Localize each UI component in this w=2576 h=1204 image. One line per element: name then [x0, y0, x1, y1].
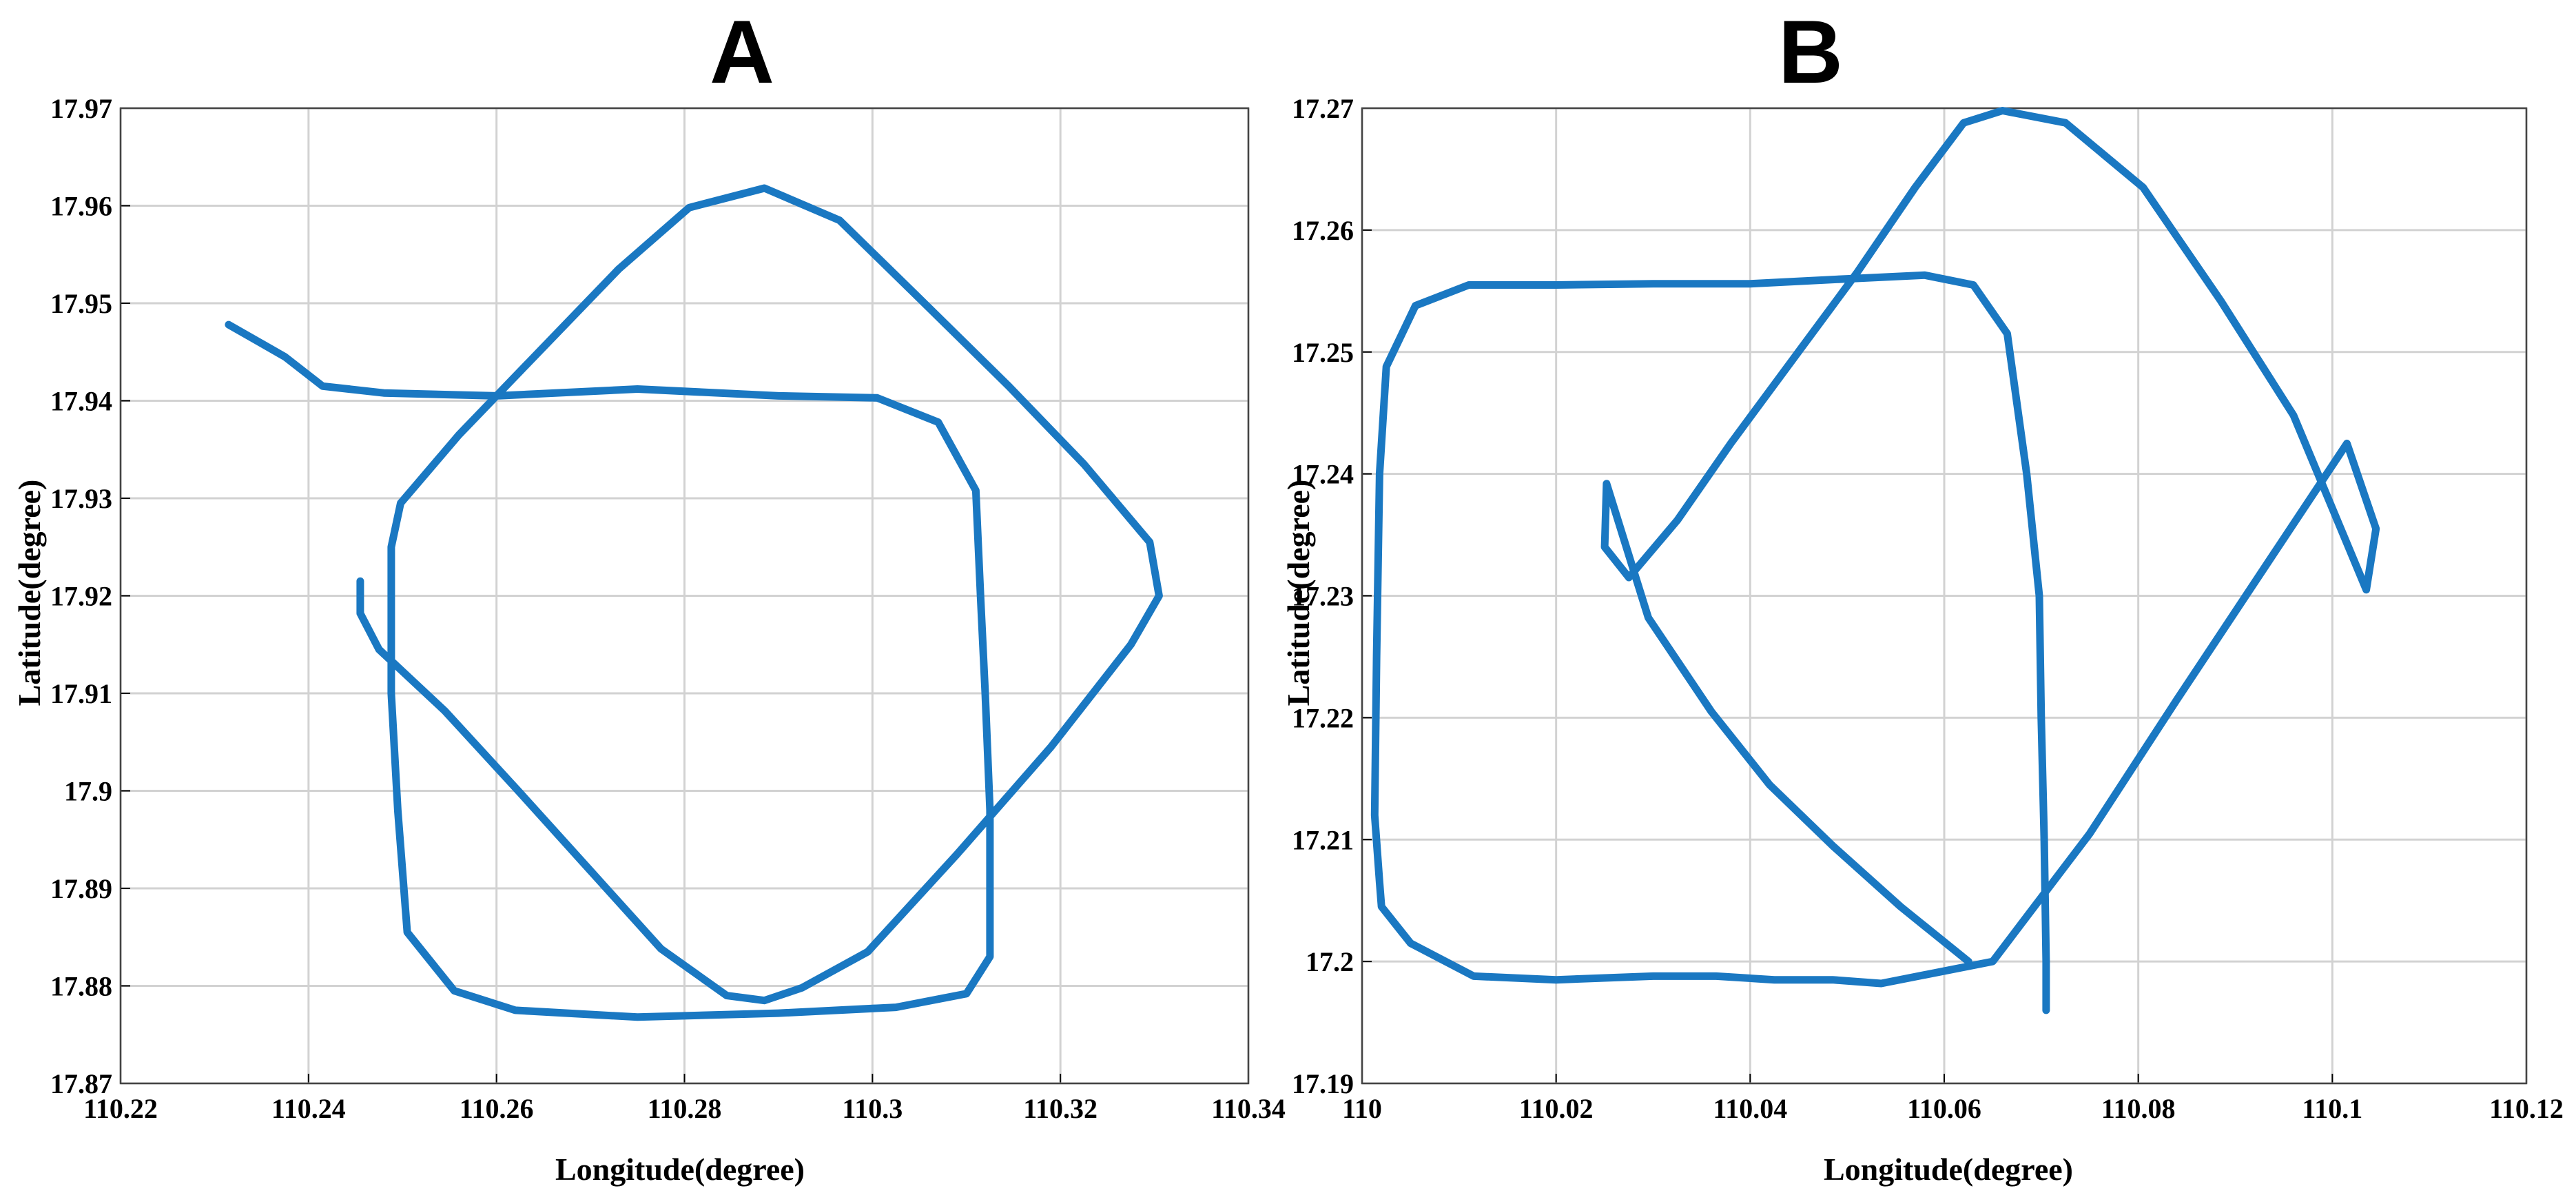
panel-b-title: B	[1778, 1, 1843, 102]
panel-b-y-tick-label: 17.25	[1292, 337, 1354, 368]
panel-a-y-tick-label: 17.9	[64, 776, 112, 807]
panel-a-y-tick-label: 17.88	[50, 971, 112, 1002]
panel-a-axes-frame	[119, 107, 1250, 1085]
panel-a-x-tick-label: 110.32	[1023, 1093, 1098, 1124]
panel-a-y-tick-label: 17.94	[50, 386, 112, 417]
panel-b-x-tick-label: 110.02	[1519, 1093, 1594, 1124]
panel-a-y-tick-label: 17.87	[50, 1068, 112, 1099]
panel-b-x-axis-label: Longitude(degree)	[1824, 1152, 2073, 1187]
panel-a-y-tick-label: 17.97	[50, 93, 112, 124]
panel-a-x-tick-label: 110.24	[271, 1093, 346, 1124]
panel-a-y-axis-label: Latitude(degree)	[12, 480, 47, 706]
panel-b-y-tick-label: 17.24	[1292, 459, 1354, 490]
panel-a-title: A	[710, 1, 774, 102]
panel-b-y-tick-label: 17.26	[1292, 215, 1354, 246]
panel-a-x-tick-label: 110.28	[648, 1093, 722, 1124]
panel-b-x-tick-label: 110.04	[1713, 1093, 1787, 1124]
panel-a-y-tick-label: 17.92	[50, 581, 112, 612]
panel-a-y-tick-label: 17.93	[50, 483, 112, 514]
panel-b-y-tick-label: 17.22	[1292, 702, 1354, 733]
panel-b: B Longitude(degree) Latitude(degree) 110…	[1281, 1, 2564, 1187]
panel-a-x-tick-label: 110.22	[83, 1093, 158, 1124]
panel-a-y-tick-label: 17.89	[50, 873, 112, 904]
panel-a-x-axis-label: Longitude(degree)	[555, 1152, 805, 1187]
panel-a-y-tick-label: 17.96	[50, 191, 112, 222]
panel-b-x-tick-label: 110.12	[2489, 1093, 2564, 1124]
panel-b-y-tick-label: 17.2	[1306, 946, 1354, 977]
panel-b-x-tick-label: 110.08	[2101, 1093, 2176, 1124]
panel-a-y-tick-label: 17.91	[50, 678, 112, 709]
panel-b-x-tick-label: 110.1	[2302, 1093, 2362, 1124]
panel-b-y-axis-label: Latitude(degree)	[1281, 480, 1316, 706]
panel-b-x-tick-label: 110.06	[1907, 1093, 1981, 1124]
panel-a-trajectory-line	[225, 184, 1163, 1021]
panel-b-trajectory-line	[1370, 107, 2380, 1014]
panel-b-y-tick-label: 17.23	[1292, 581, 1354, 612]
panel-a: A Longitude(degree) Latitude(degree) 110…	[12, 1, 1286, 1187]
panel-b-y-tick-label: 17.19	[1292, 1068, 1354, 1099]
panel-a-x-tick-label: 110.3	[842, 1093, 903, 1124]
panel-a-x-tick-label: 110.34	[1211, 1093, 1286, 1124]
panel-b-axes-frame	[1361, 107, 2528, 1085]
panel-b-x-tick-label: 110	[1342, 1093, 1382, 1124]
panel-b-y-tick-label: 17.21	[1292, 824, 1354, 855]
panel-a-x-tick-label: 110.26	[460, 1093, 534, 1124]
panel-b-y-tick-label: 17.27	[1292, 93, 1354, 124]
panel-a-y-tick-label: 17.95	[50, 288, 112, 319]
